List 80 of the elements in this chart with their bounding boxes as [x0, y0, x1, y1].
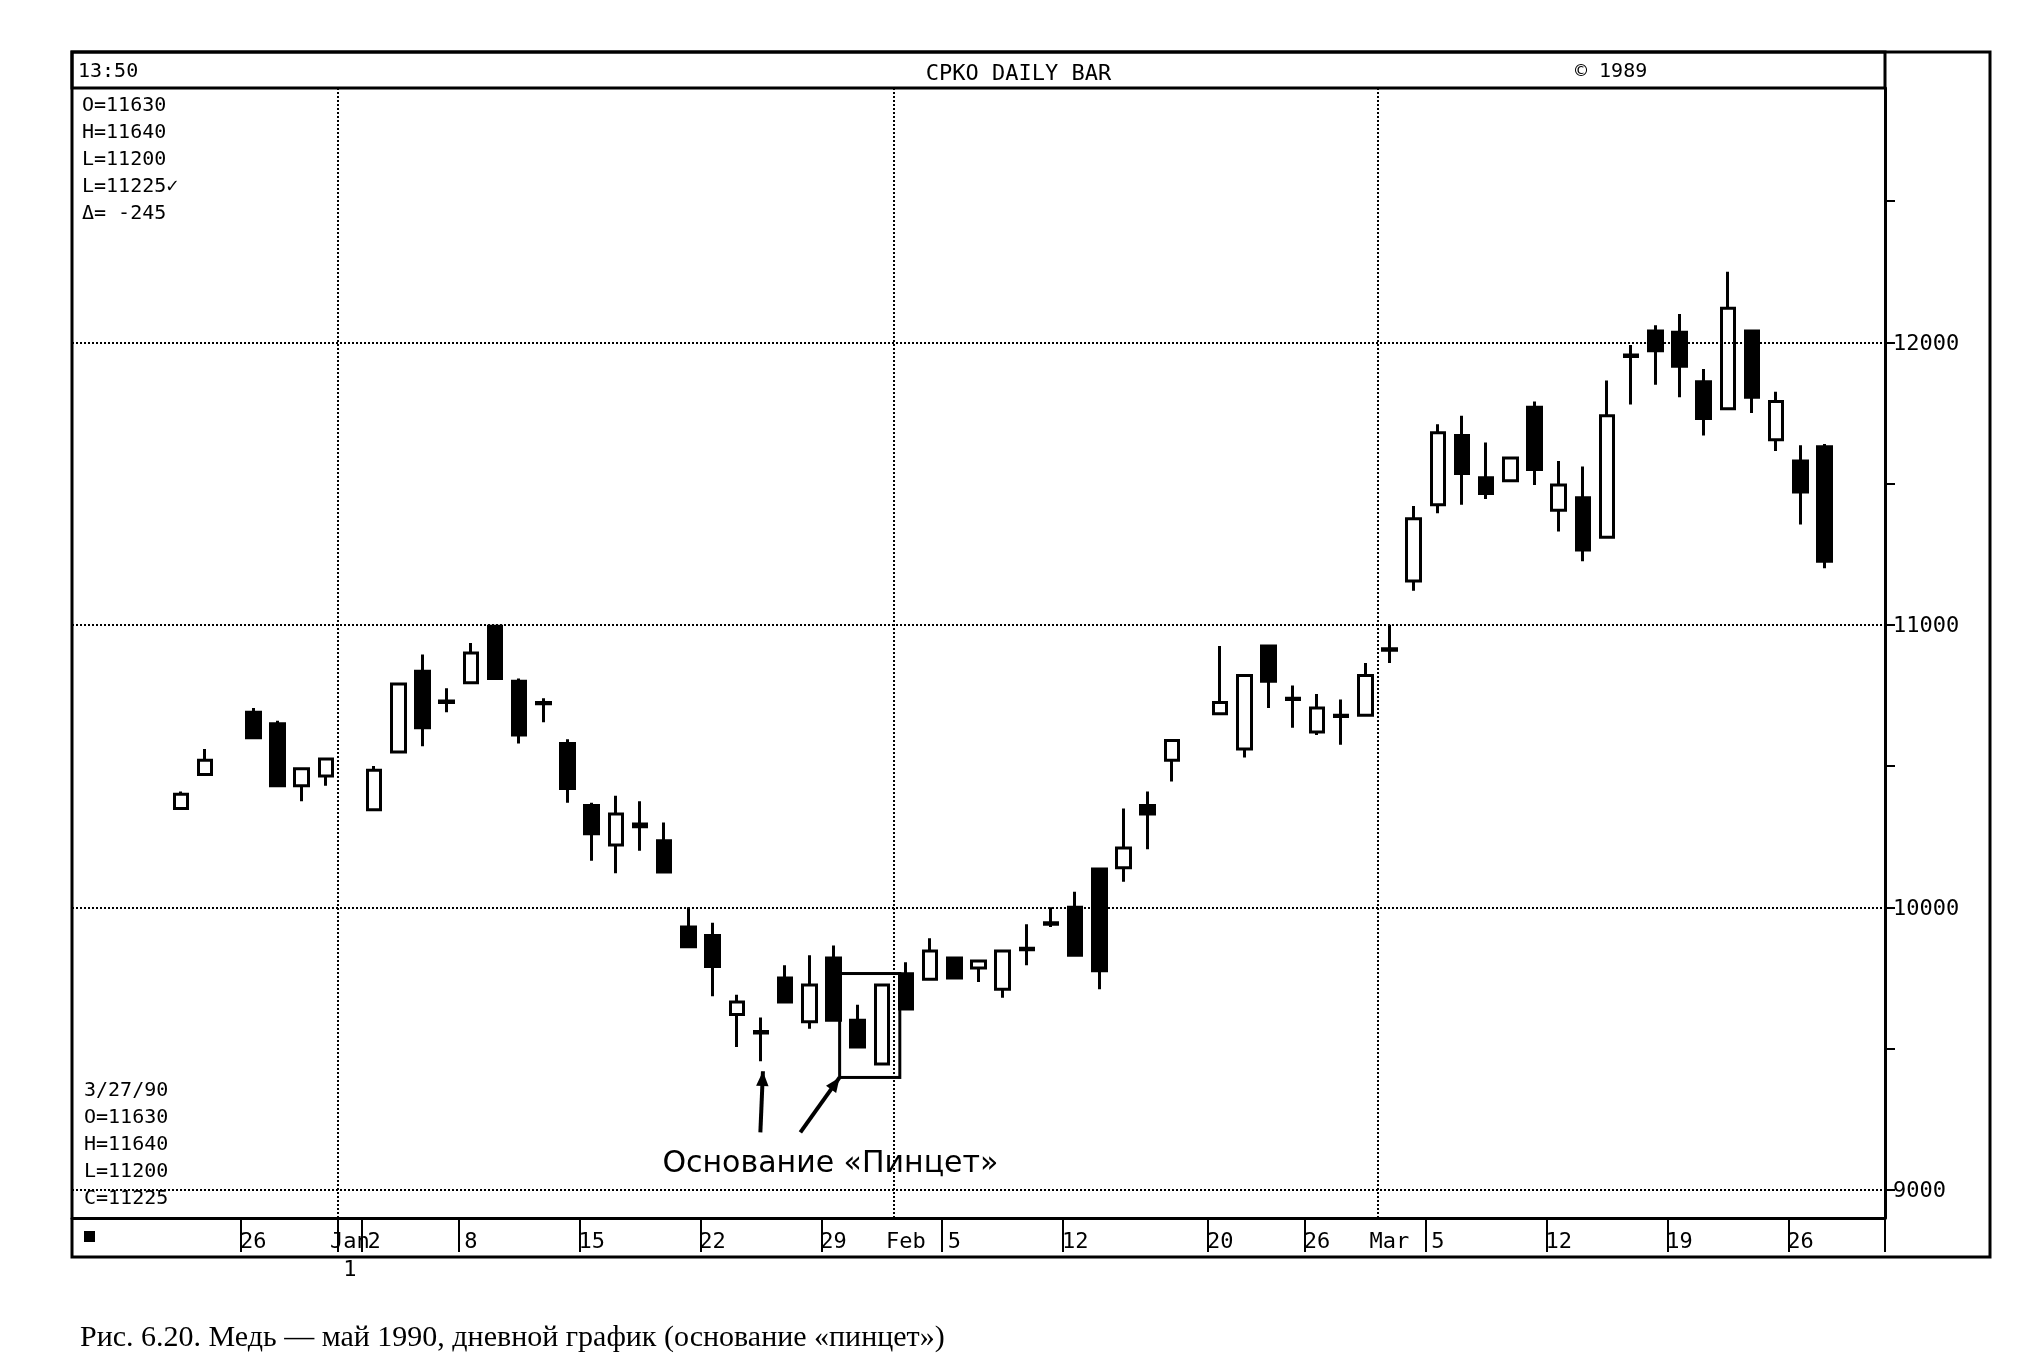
- candlestick: [1768, 391, 1784, 452]
- candlestick: [1478, 442, 1494, 500]
- x-tick-label: 12: [1545, 1227, 1572, 1253]
- candlestick: [1454, 415, 1470, 505]
- annotation: 3/27/90 O=11630 H=11640 L=11200 C=11225: [84, 1076, 169, 1209]
- candlestick: [245, 708, 262, 740]
- candlestick: [922, 938, 938, 981]
- x-tick-label: 2: [367, 1227, 381, 1253]
- candlestick: [269, 720, 286, 788]
- y-tick-label: 11000: [1893, 612, 1960, 638]
- candlestick: [511, 678, 527, 744]
- candlestick: [1599, 380, 1615, 539]
- annotation: Основание «Пинцет»: [662, 1144, 999, 1180]
- x-tick-label: 15: [578, 1227, 605, 1253]
- candlestick: [1236, 674, 1253, 758]
- candlestick: [1139, 791, 1156, 850]
- candlestick: [318, 757, 334, 786]
- candlestick: [1019, 924, 1035, 966]
- candlestick: [559, 739, 576, 803]
- candlestick: [656, 822, 672, 874]
- candlestick: [729, 994, 745, 1048]
- x-tick-label: 8: [464, 1227, 478, 1253]
- candlestick: [970, 959, 987, 983]
- candlestick: [946, 956, 963, 980]
- x-tick-label: Mar: [1369, 1227, 1410, 1253]
- candlestick: [1550, 460, 1567, 532]
- text: © 1989: [1575, 58, 1648, 82]
- x-tick-label: 26: [1303, 1227, 1331, 1253]
- candlestick: [1115, 808, 1132, 882]
- candlestick: [1164, 739, 1180, 782]
- candlestick: [849, 1004, 866, 1049]
- candlestick: [583, 802, 600, 861]
- candlestick: [632, 801, 648, 851]
- x-tick-label: 20: [1206, 1227, 1234, 1253]
- x-tick-label: 5: [947, 1227, 961, 1253]
- x-tick-label: 12: [1061, 1227, 1089, 1253]
- x-tick-label: 29: [820, 1227, 847, 1253]
- text: 13:50: [78, 58, 139, 82]
- candlestick: [1526, 401, 1543, 485]
- x-tick-label: Feb: [886, 1227, 926, 1253]
- y-tick-label: 9000: [1893, 1177, 1946, 1203]
- candlestick: [1309, 693, 1325, 735]
- x-tick-label: 5: [1431, 1227, 1445, 1253]
- candlestick: [197, 749, 213, 776]
- candlestick: [414, 654, 431, 747]
- candlestick: [1212, 645, 1228, 716]
- candlestick: [535, 698, 552, 723]
- x-tick-label: 19: [1666, 1227, 1693, 1253]
- candlestick: [1430, 424, 1446, 514]
- candlestick: [608, 795, 624, 874]
- candlestick: [1575, 466, 1591, 562]
- candlestick: [753, 1017, 769, 1062]
- x-tick-label: 22: [699, 1227, 726, 1253]
- candlestick: [1285, 685, 1301, 728]
- candlestick: [1695, 369, 1712, 436]
- candlestick: [1333, 699, 1349, 745]
- candlestick: [293, 767, 310, 802]
- x-tick-label: 26: [1787, 1227, 1814, 1253]
- candlestick: [173, 789, 189, 812]
- candlestick: [1405, 506, 1422, 591]
- candlestick: [1816, 443, 1833, 569]
- candlestick: [1502, 456, 1519, 483]
- chart-title: CPKO DAILY BAR: [925, 59, 1112, 85]
- x-tick-label: 26: [240, 1227, 267, 1253]
- y-tick-label: 10000: [1893, 894, 1960, 920]
- candlestick: [463, 643, 479, 685]
- candlestick: [801, 955, 818, 1029]
- annotation: O=11630 H=11640 L=11200 L=11225✓ Δ= -245: [82, 91, 179, 224]
- candlestick: [1357, 662, 1374, 717]
- y-tick-label: 12000: [1893, 329, 1960, 355]
- candlestick: [777, 965, 793, 1004]
- candlestick: [704, 922, 721, 997]
- candlestick: [366, 766, 382, 812]
- candlestick: [438, 688, 455, 713]
- candlestick: [994, 949, 1011, 998]
- candlestick: [1792, 445, 1809, 525]
- text: Рис. 6.20. Медь — май 1990, дневной график (основание «пинцет»): [80, 1318, 945, 1353]
- candlestick: [874, 983, 890, 1066]
- candlestick: [390, 682, 407, 754]
- candlestick: [1260, 644, 1277, 709]
